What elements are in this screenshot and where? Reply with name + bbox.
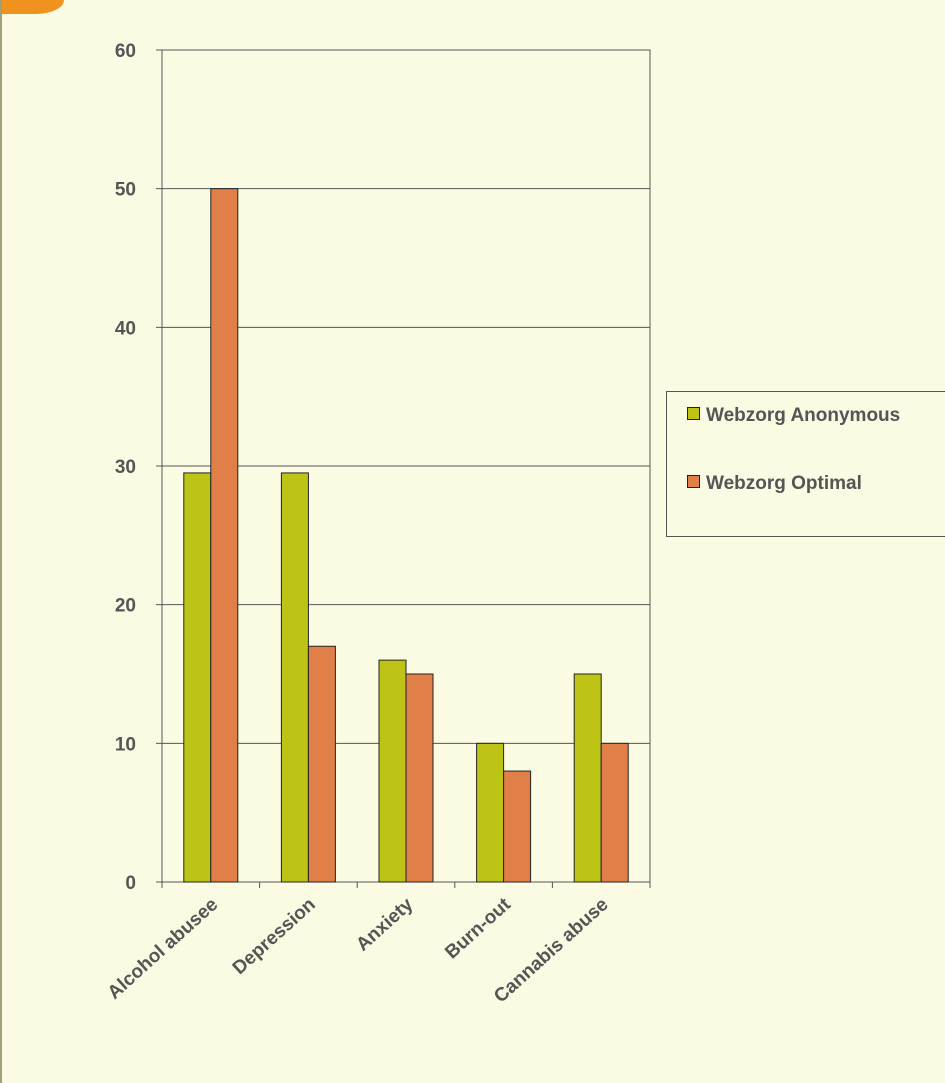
bar-webzorg-optimal bbox=[307, 645, 336, 883]
y-tick-label: 30 bbox=[115, 457, 136, 478]
x-category-label: Burn-out bbox=[441, 894, 515, 964]
bar-webzorg-anonymous bbox=[378, 659, 407, 883]
y-tick-label: 40 bbox=[115, 318, 136, 339]
bar-webzorg-optimal bbox=[503, 770, 532, 883]
legend-swatch-webzorg-anonymous bbox=[687, 407, 700, 420]
legend-item-webzorg-anonymous: Webzorg Anonymous bbox=[687, 402, 938, 429]
bar-webzorg-optimal bbox=[405, 673, 434, 883]
legend-label-webzorg-anonymous: Webzorg Anonymous bbox=[706, 405, 901, 426]
y-tick-label: 10 bbox=[115, 734, 136, 755]
legend-label-webzorg-optimal: Webzorg Optimal bbox=[706, 473, 862, 494]
y-tick-label: 60 bbox=[115, 41, 136, 62]
bar-webzorg-optimal bbox=[600, 742, 629, 883]
y-tick-label: 50 bbox=[115, 180, 136, 201]
bar-webzorg-optimal bbox=[210, 188, 239, 883]
legend-swatch-webzorg-optimal bbox=[687, 475, 700, 488]
legend-item-webzorg-optimal: Webzorg Optimal bbox=[687, 470, 938, 497]
x-category-label: Depression bbox=[229, 894, 320, 979]
bar-webzorg-anonymous bbox=[573, 673, 602, 883]
bar-webzorg-anonymous bbox=[183, 472, 212, 883]
bar-webzorg-anonymous bbox=[280, 472, 309, 883]
chart-legend: Webzorg Anonymous Webzorg Optimal bbox=[666, 391, 945, 537]
y-tick-label: 20 bbox=[115, 596, 136, 617]
x-category-label: Anxiety bbox=[352, 894, 417, 956]
x-category-label: Alcohol abusee bbox=[104, 894, 222, 1004]
corner-accent bbox=[2, 0, 64, 14]
y-tick-label: 0 bbox=[125, 873, 136, 894]
bar-webzorg-anonymous bbox=[476, 742, 505, 883]
